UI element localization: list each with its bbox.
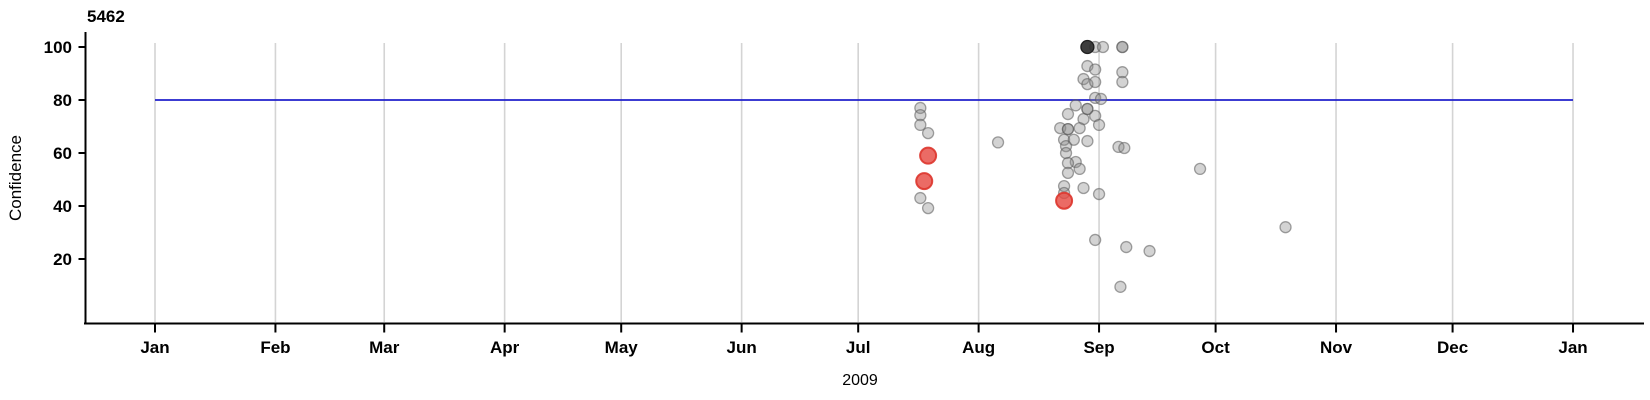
x-tick-label: Aug xyxy=(962,338,995,357)
data-point xyxy=(991,136,1005,149)
data-point xyxy=(1073,121,1086,135)
x-tick-label: Jul xyxy=(846,338,871,357)
data-point xyxy=(1116,66,1129,79)
y-tick-label: 60 xyxy=(53,144,72,163)
x-tick-label: Oct xyxy=(1201,338,1230,357)
data-point xyxy=(914,118,927,132)
axis-labels: 5462 Confidence 2009 xyxy=(6,7,878,389)
x-tick-label: Dec xyxy=(1437,338,1468,357)
data-point xyxy=(1069,99,1082,112)
data-point xyxy=(921,201,935,215)
chart-title: 5462 xyxy=(87,7,125,26)
data-point xyxy=(919,146,938,165)
x-tick-label: Jan xyxy=(1558,338,1587,357)
data-point xyxy=(1089,75,1102,89)
data-point xyxy=(1055,191,1074,210)
data-point xyxy=(1089,233,1102,247)
y-axis-label: Confidence xyxy=(6,135,25,221)
x-tick-label: Sep xyxy=(1083,338,1114,357)
y-tick-label: 80 xyxy=(53,91,72,110)
data-point xyxy=(1081,134,1094,148)
x-tick-label: Feb xyxy=(260,338,290,357)
data-point xyxy=(1116,40,1129,54)
data-point xyxy=(1059,146,1073,160)
data-point xyxy=(1143,244,1156,258)
y-tick-label: 20 xyxy=(53,250,72,269)
x-tick-label: Jan xyxy=(140,338,169,357)
data-point xyxy=(1118,141,1131,155)
data-point xyxy=(915,172,934,191)
gridlines xyxy=(154,43,1574,322)
data-point xyxy=(1061,107,1075,121)
x-tick-label: Apr xyxy=(490,338,520,357)
x-axis-label: 2009 xyxy=(842,372,878,389)
x-tick-label: Nov xyxy=(1320,338,1353,357)
data-point xyxy=(1114,280,1127,293)
data-point xyxy=(1073,162,1086,176)
data-point xyxy=(921,126,935,140)
data-point xyxy=(1116,75,1129,89)
data-point xyxy=(1092,118,1106,132)
data-point xyxy=(1092,187,1106,201)
data-point xyxy=(1089,63,1102,76)
y-tick-label: 100 xyxy=(44,38,72,57)
data-point xyxy=(1193,162,1207,176)
data-point xyxy=(1080,39,1095,55)
data-point xyxy=(1061,166,1075,180)
data-point xyxy=(914,108,927,122)
x-tick-label: Mar xyxy=(369,338,400,357)
data-point xyxy=(1061,122,1075,136)
data-point xyxy=(1061,156,1075,170)
data-point xyxy=(1120,240,1133,254)
data-points xyxy=(914,39,1292,293)
data-point xyxy=(914,191,927,205)
y-tick-label: 40 xyxy=(53,197,72,216)
data-point xyxy=(1096,40,1110,54)
axes: 100 80 60 40 20 Jan Feb Mar Apr May Jun Jul Aug Sep Oc… xyxy=(44,32,1644,357)
data-point xyxy=(1279,221,1292,234)
data-point xyxy=(1094,92,1108,106)
x-tick-label: May xyxy=(605,338,639,357)
data-point xyxy=(1077,181,1090,195)
data-point xyxy=(1067,133,1080,146)
x-tick-label: Jun xyxy=(727,338,757,357)
